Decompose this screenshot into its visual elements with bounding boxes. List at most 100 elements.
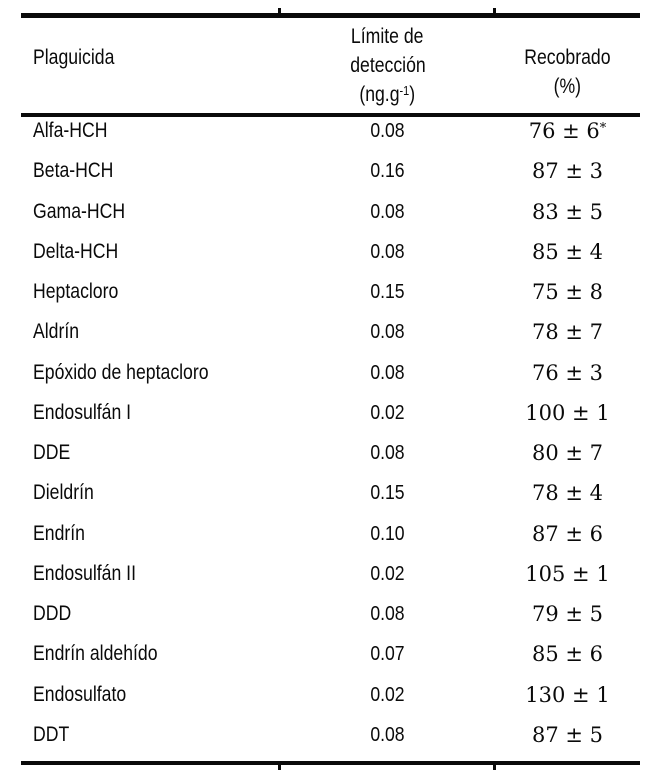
header-lod-line1: Límite de (351, 25, 424, 48)
column-boundary-tick (493, 765, 496, 771)
detection-limit-value: 0.07 (370, 643, 405, 666)
recovery-value: 79 ± 5 (531, 602, 604, 627)
table-row: Epóxido de heptacloro 0.08 76 ± 3 (21, 359, 640, 399)
header-pesticide-label: Plaguicida (33, 46, 115, 69)
header-lod-unit: (ng.g-1) (360, 80, 416, 109)
recovery-cell: 85 ± 4 (495, 240, 640, 264)
header-recovery: Recobrado (%) (495, 37, 640, 98)
table-row: Beta-HCH 0.16 87 ± 3 (21, 157, 640, 197)
recovery-cell: 83 ± 5 (495, 200, 640, 224)
table-row: Endosulfán I 0.02 100 ± 1 (21, 399, 640, 439)
recovery-value: 130 ± 1 (525, 682, 610, 707)
pesticide-name-cell: Alfa-HCH (21, 119, 280, 143)
detection-limit-cell: 0.15 (280, 280, 495, 304)
header-recovery-line2: (%) (553, 74, 582, 98)
recovery-footnote-star: * (599, 121, 607, 136)
table-row: DDT 0.08 87 ± 5 (21, 721, 640, 761)
table-row: Dieldrín 0.15 78 ± 4 (21, 479, 640, 519)
table-top-rule (21, 8, 640, 18)
detection-limit-value: 0.02 (370, 401, 405, 424)
recovery-value: 76 ± 6 (528, 119, 600, 143)
header-pesticide: Plaguicida (21, 46, 280, 80)
recovery-cell: 76 ± 6* (495, 119, 640, 143)
recovery-cell: 87 ± 3 (495, 159, 640, 183)
recovery-cell: 87 ± 5 (495, 723, 640, 747)
table-row: DDE 0.08 80 ± 7 (21, 439, 640, 479)
column-boundary-tick (278, 8, 281, 13)
detection-limit-cell: 0.08 (280, 320, 495, 344)
recovery-cell: 105 ± 1 (495, 562, 640, 586)
pesticide-name: Endrín aldehído (33, 642, 158, 666)
pesticide-name: Endosulfán II (33, 561, 136, 585)
detection-limit-cell: 0.02 (280, 401, 495, 425)
pesticide-name-cell: DDD (21, 602, 280, 626)
pesticide-name: DDE (33, 441, 71, 465)
pesticide-name-cell: Beta-HCH (21, 159, 280, 183)
header-separator-rule (21, 113, 640, 117)
recovery-cell: 75 ± 8 (495, 280, 640, 304)
detection-limit-value: 0.16 (370, 160, 405, 183)
recovery-value: 78 ± 7 (531, 320, 604, 345)
pesticide-name-cell: Endosulfato (21, 683, 280, 707)
detection-limit-value: 0.08 (370, 442, 405, 465)
detection-limit-value: 0.08 (370, 361, 405, 384)
table-body: Alfa-HCH 0.08 76 ± 6* Beta-HCH 0.16 87 ±… (21, 117, 640, 761)
table-row: Gama-HCH 0.08 83 ± 5 (21, 198, 640, 238)
detection-limit-value: 0.08 (370, 240, 405, 263)
detection-limit-value: 0.10 (370, 522, 405, 545)
pesticide-name: Epóxido de heptacloro (33, 360, 209, 384)
pesticide-name-cell: DDT (21, 723, 280, 747)
header-lod-line2: detección (349, 54, 426, 77)
detection-limit-cell: 0.08 (280, 200, 495, 224)
pesticide-name-cell: Heptacloro (21, 280, 280, 304)
detection-limit-cell: 0.08 (280, 723, 495, 747)
table-row: Alfa-HCH 0.08 76 ± 6* (21, 117, 640, 157)
table-row: Endrín aldehído 0.07 85 ± 6 (21, 640, 640, 680)
table-row: Endosulfato 0.02 130 ± 1 (21, 681, 640, 721)
detection-limit-cell: 0.08 (280, 119, 495, 143)
table-row: Delta-HCH 0.08 85 ± 4 (21, 238, 640, 278)
pesticide-name-cell: Endosulfán II (21, 562, 280, 586)
detection-limit-cell: 0.15 (280, 481, 495, 505)
pesticide-name-cell: Aldrín (21, 320, 280, 344)
pesticide-name: Heptacloro (33, 280, 119, 304)
detection-limit-value: 0.08 (370, 603, 405, 626)
table-row: Endosulfán II 0.02 105 ± 1 (21, 560, 640, 600)
recovery-cell: 78 ± 7 (495, 320, 640, 344)
detection-limit-cell: 0.02 (280, 683, 495, 707)
pesticide-name: Endosulfato (33, 682, 127, 706)
header-detection-limit: Límite de detección (ng.g-1) (280, 22, 495, 109)
recovery-value: 87 ± 5 (531, 722, 604, 747)
detection-limit-cell: 0.08 (280, 441, 495, 465)
pesticide-name-cell: Delta-HCH (21, 240, 280, 264)
recovery-value: 87 ± 3 (531, 159, 604, 184)
column-boundary-tick (493, 8, 496, 13)
table-row: Aldrín 0.08 78 ± 7 (21, 318, 640, 358)
detection-limit-value: 0.08 (370, 120, 405, 142)
recovery-cell: 130 ± 1 (495, 683, 640, 707)
recovery-value: 75 ± 8 (531, 280, 604, 305)
recovery-value: 105 ± 1 (525, 561, 610, 586)
table-row: Endrín 0.10 87 ± 6 (21, 520, 640, 560)
recovery-value: 85 ± 6 (531, 642, 604, 667)
recovery-cell: 78 ± 4 (495, 481, 640, 505)
pesticide-name: Endosulfán I (33, 400, 132, 424)
header-lod-unit-exponent: -1 (399, 83, 410, 98)
detection-limit-cell: 0.02 (280, 562, 495, 586)
detection-limit-value: 0.08 (370, 321, 405, 344)
header-lod-unit-pre: (ng.g (359, 83, 400, 106)
detection-limit-value: 0.02 (370, 683, 405, 706)
table-bottom-rule (21, 761, 640, 771)
detection-limit-value: 0.02 (370, 562, 405, 585)
recovery-value: 76 ± 3 (531, 360, 604, 385)
recovery-cell: 100 ± 1 (495, 401, 640, 425)
recovery-value: 100 ± 1 (525, 400, 610, 425)
detection-limit-cell: 0.08 (280, 361, 495, 385)
detection-limit-cell: 0.08 (280, 602, 495, 626)
recovery-value: 83 ± 5 (531, 199, 604, 224)
recovery-value: 85 ± 4 (531, 239, 604, 264)
detection-limit-cell: 0.16 (280, 159, 495, 183)
detection-limit-cell: 0.08 (280, 240, 495, 264)
recovery-cell: 79 ± 5 (495, 602, 640, 626)
detection-limit-value: 0.08 (370, 200, 405, 223)
